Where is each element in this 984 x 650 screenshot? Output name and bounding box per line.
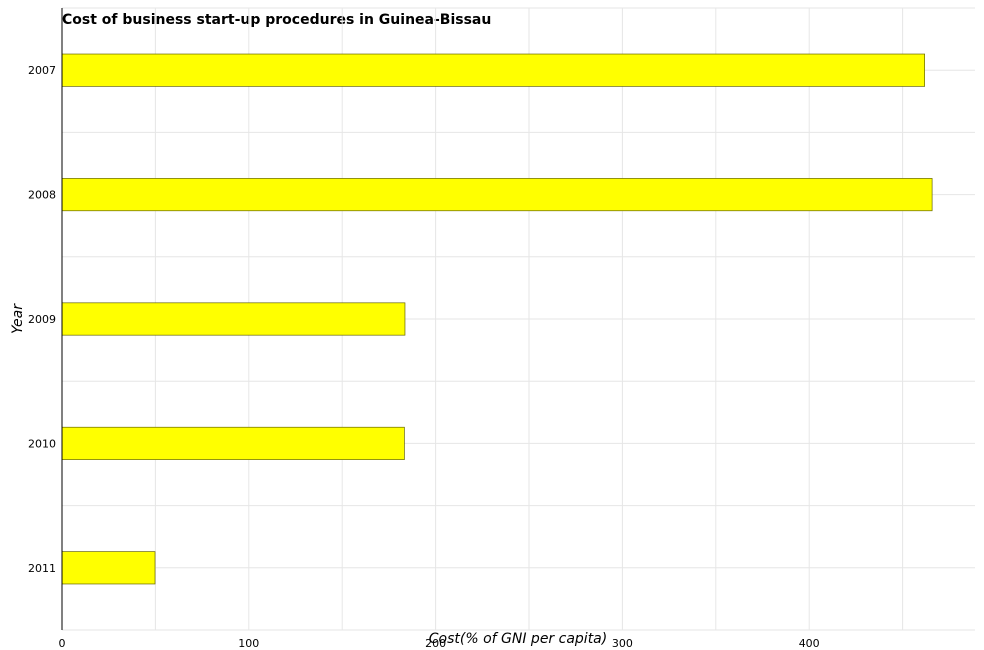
bar-2007 — [61, 53, 925, 87]
bars — [61, 53, 933, 585]
y-axis-label: Year — [10, 303, 26, 334]
bar-2011 — [61, 551, 156, 585]
x-tick-label: 0 — [59, 637, 66, 650]
x-tick-labels: 0 100 200 300 400 — [59, 637, 820, 650]
x-tick-label: 100 — [238, 637, 259, 650]
chart-title: Cost of business start-up procedures in … — [62, 12, 491, 28]
y-tick-label: 2011 — [28, 562, 56, 575]
bar-2008 — [61, 178, 933, 212]
bar-2009 — [61, 302, 406, 336]
y-tick-labels: 2007 2008 2009 2010 2011 — [28, 64, 56, 575]
y-tick-label: 2010 — [28, 437, 56, 450]
bar-2010 — [61, 426, 405, 460]
x-tick-label: 400 — [799, 637, 820, 650]
x-tick-label: 200 — [425, 637, 446, 650]
x-tick-label: 300 — [612, 637, 633, 650]
y-tick-label: 2007 — [28, 64, 56, 77]
y-tick-label: 2009 — [28, 313, 56, 326]
y-tick-label: 2008 — [28, 189, 56, 202]
x-axis-label: Cost(% of GNI per capita) — [429, 631, 607, 647]
